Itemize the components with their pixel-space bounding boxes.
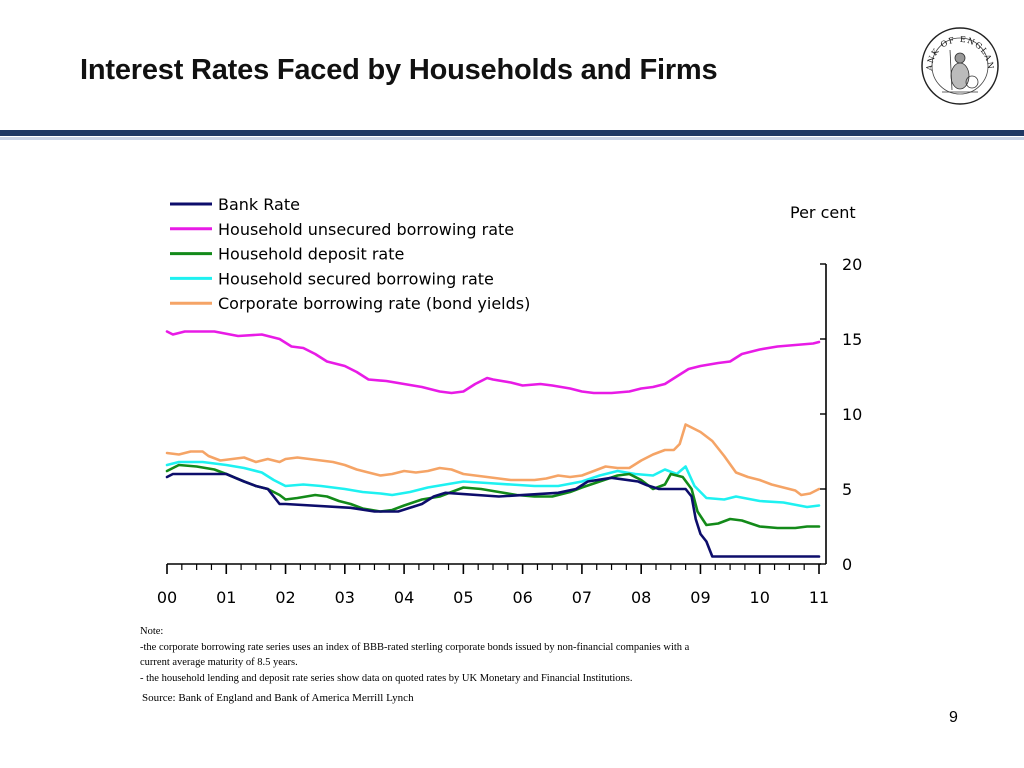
series-line-0 [165, 472, 821, 558]
chart-notes: Note: -the corporate borrowing rate seri… [140, 624, 840, 686]
x-tick-label-7: 07 [572, 588, 592, 607]
x-tick-label-4: 04 [394, 588, 414, 607]
series-line-1 [165, 330, 821, 395]
x-tick-label-11: 11 [809, 588, 829, 607]
notes-heading: Note: [140, 626, 164, 637]
series-line-4 [165, 423, 821, 497]
y-tick-label-1: 5 [842, 480, 852, 499]
series-line-3 [165, 460, 821, 509]
x-tick-label-5: 05 [453, 588, 473, 607]
x-tick-label-6: 06 [512, 588, 532, 607]
bank-of-england-logo: BANK OF ENGLAND [920, 20, 999, 105]
slide-title: Interest Rates Faced by Households and F… [80, 54, 718, 86]
x-tick-label-1: 01 [216, 588, 236, 607]
notes-line-2: current average maturity of 8.5 years. [140, 657, 298, 668]
britannia-seal-icon: BANK OF ENGLAND [920, 20, 999, 105]
chart-legend: Bank Rate Household unsecured borrowing r… [170, 195, 530, 313]
x-tick-label-9: 09 [690, 588, 710, 607]
source-note: Source: Bank of England and Bank of Amer… [142, 692, 414, 704]
y-tick-label-4: 20 [842, 255, 862, 274]
x-tick-label-3: 03 [335, 588, 355, 607]
header-rule-light [0, 137, 1024, 140]
series-line-2 [165, 463, 821, 530]
notes-line-3: - the household lending and deposit rate… [140, 672, 633, 684]
y-tick-label-0: 0 [842, 555, 852, 574]
x-tick-label-0: 00 [157, 588, 177, 607]
legend-label-4: Corporate borrowing rate (bond yields) [218, 294, 530, 313]
y-tick-label-2: 10 [842, 405, 862, 424]
legend-label-1: Household unsecured borrowing rate [218, 220, 514, 239]
legend-label-2: Household deposit rate [218, 245, 404, 264]
y-axis-label: Per cent [790, 203, 856, 222]
page-number: 9 [949, 709, 958, 726]
legend-label-3: Household secured borrowing rate [218, 269, 494, 288]
y-tick-label-3: 15 [842, 330, 862, 349]
series-layer [165, 330, 821, 558]
x-tick-label-10: 10 [750, 588, 770, 607]
notes-line-1: -the corporate borrowing rate series use… [140, 641, 690, 653]
legend-label-0: Bank Rate [218, 195, 300, 214]
x-tick-label-8: 08 [631, 588, 651, 607]
header-rule [0, 130, 1024, 136]
x-tick-label-2: 02 [275, 588, 295, 607]
